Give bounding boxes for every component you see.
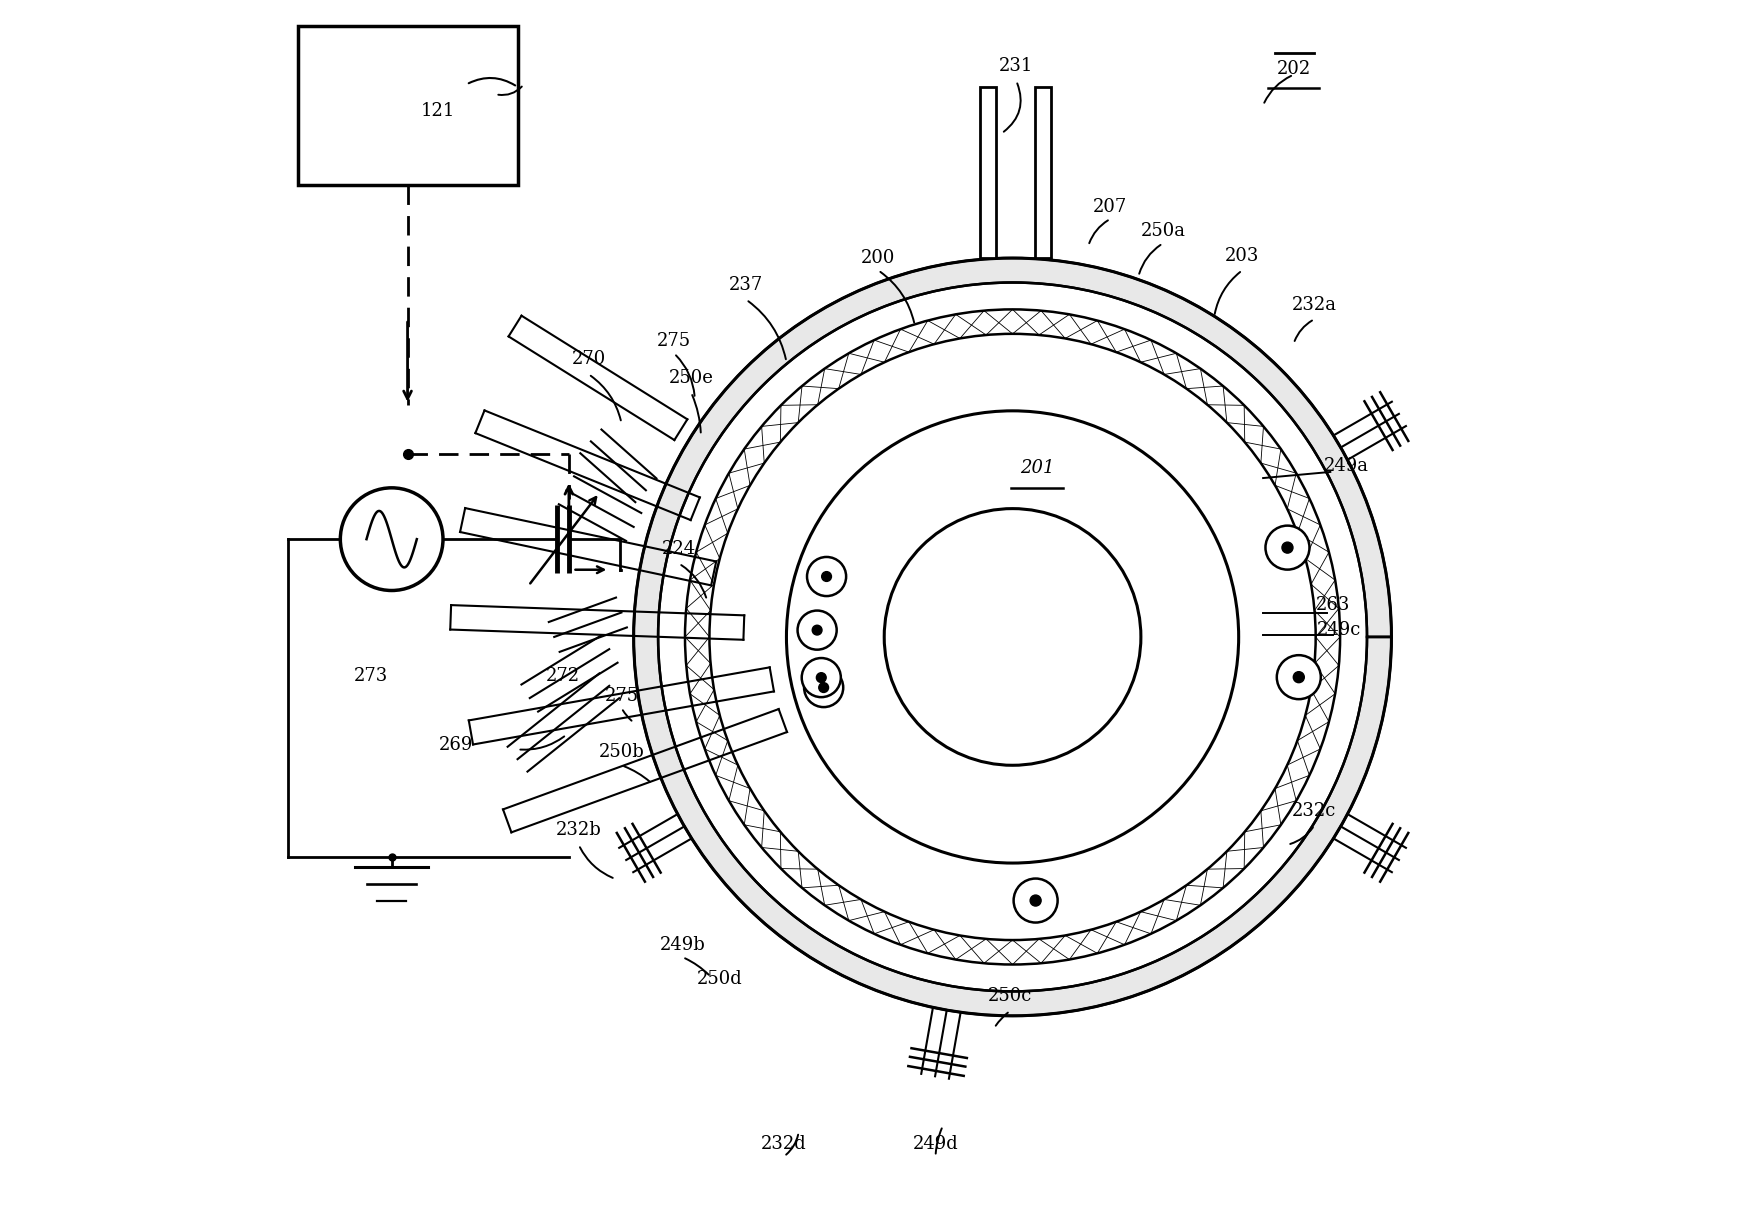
Text: 249b: 249b — [659, 936, 705, 954]
Text: 232d: 232d — [760, 1136, 807, 1153]
Circle shape — [807, 557, 846, 597]
Text: 249d: 249d — [912, 1136, 959, 1153]
Text: 250c: 250c — [987, 987, 1032, 1006]
Text: 201: 201 — [1020, 459, 1055, 478]
Circle shape — [797, 610, 837, 649]
Circle shape — [818, 682, 828, 692]
Text: 275: 275 — [605, 686, 638, 704]
Circle shape — [787, 410, 1238, 864]
Circle shape — [802, 658, 841, 697]
Circle shape — [804, 668, 842, 707]
Text: 224: 224 — [661, 540, 696, 557]
Text: 269: 269 — [439, 735, 474, 753]
Bar — [980, 87, 996, 258]
Text: 275: 275 — [657, 332, 691, 350]
Text: 232c: 232c — [1292, 801, 1336, 820]
Circle shape — [340, 488, 443, 590]
Text: 203: 203 — [1224, 246, 1259, 265]
Circle shape — [884, 508, 1141, 766]
Text: 272: 272 — [546, 668, 579, 685]
Text: 263: 263 — [1315, 597, 1350, 614]
Text: 249c: 249c — [1317, 621, 1360, 638]
Text: 273: 273 — [354, 668, 387, 685]
Circle shape — [1031, 895, 1041, 906]
Circle shape — [816, 673, 827, 682]
Bar — [298, 26, 518, 185]
Text: 250a: 250a — [1141, 222, 1186, 240]
Text: 237: 237 — [729, 276, 764, 294]
Text: 250d: 250d — [696, 970, 743, 989]
Circle shape — [1294, 671, 1305, 682]
Circle shape — [1013, 878, 1057, 922]
Text: 207: 207 — [1093, 197, 1127, 216]
Text: 249a: 249a — [1324, 457, 1369, 475]
Text: 250b: 250b — [598, 742, 644, 761]
Text: 200: 200 — [862, 249, 895, 267]
Circle shape — [813, 625, 821, 635]
Circle shape — [1277, 655, 1320, 699]
Circle shape — [1266, 526, 1310, 570]
Text: 270: 270 — [572, 350, 605, 369]
Text: 232a: 232a — [1292, 295, 1338, 314]
Circle shape — [1282, 543, 1292, 554]
Text: 202: 202 — [1277, 60, 1311, 77]
Text: 121: 121 — [420, 103, 455, 120]
Circle shape — [821, 572, 832, 582]
Polygon shape — [685, 310, 1339, 964]
Text: 232b: 232b — [556, 821, 602, 839]
Bar — [1036, 87, 1052, 258]
Text: 231: 231 — [999, 58, 1034, 75]
Text: 250e: 250e — [668, 369, 713, 387]
Polygon shape — [633, 258, 1392, 1016]
